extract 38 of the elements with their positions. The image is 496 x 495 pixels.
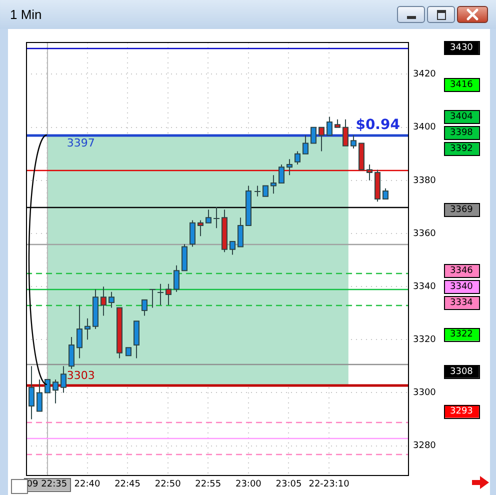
y-tick-label: 3300	[413, 388, 436, 398]
y-tick-label: 3400	[413, 122, 436, 133]
x-tick-label: 23:00	[235, 480, 262, 490]
y2-tick-label: 3340	[450, 282, 474, 292]
x-tick-label: 23:05	[276, 480, 302, 490]
y2-tick-label: 3416	[450, 80, 474, 90]
y-tick-label: 3360	[413, 228, 436, 239]
ref-line-label: 3303	[66, 369, 95, 382]
minimize-icon[interactable]	[397, 6, 425, 23]
maximize-icon[interactable]	[427, 6, 455, 23]
candlestick	[213, 206, 220, 229]
y2-tick-label: 3334	[450, 298, 474, 308]
y-tick-label: 3340	[413, 282, 436, 292]
y-tick-label: 3380	[413, 176, 436, 186]
y-tick-label: 3280	[413, 441, 436, 452]
candlestick	[254, 185, 261, 197]
chart-title: 1 Min	[10, 7, 42, 22]
x-tick-label: 22:55	[195, 480, 222, 490]
candlestick	[149, 288, 156, 308]
x-tick-label: 22-23:10	[308, 480, 350, 490]
x-tick-label: 22:50	[154, 480, 182, 490]
y2-tick-label: 3322	[450, 330, 473, 340]
candlestick	[157, 283, 164, 306]
y2-tick-label: 3398	[450, 128, 474, 138]
y2-tick-label: 3369	[450, 204, 474, 215]
annotation: $0.94	[356, 116, 400, 133]
y-tick-label: 3320	[413, 334, 436, 345]
x-tick-label: 22:40	[74, 480, 101, 490]
close-icon[interactable]	[457, 6, 488, 23]
y2-tick-label: 3293	[450, 406, 473, 417]
y2-tick-label: 3346	[450, 266, 474, 276]
ref-line-label: 3397	[66, 136, 95, 150]
x-tick-label: 22:45	[114, 480, 141, 490]
y2-tick-label: 3430	[450, 43, 474, 54]
y2-tick-label: 3392	[450, 144, 473, 154]
y-tick-label: 3420	[413, 70, 436, 80]
y2-tick-label: 3308	[450, 366, 474, 377]
y2-tick-label: 3404	[450, 112, 474, 122]
